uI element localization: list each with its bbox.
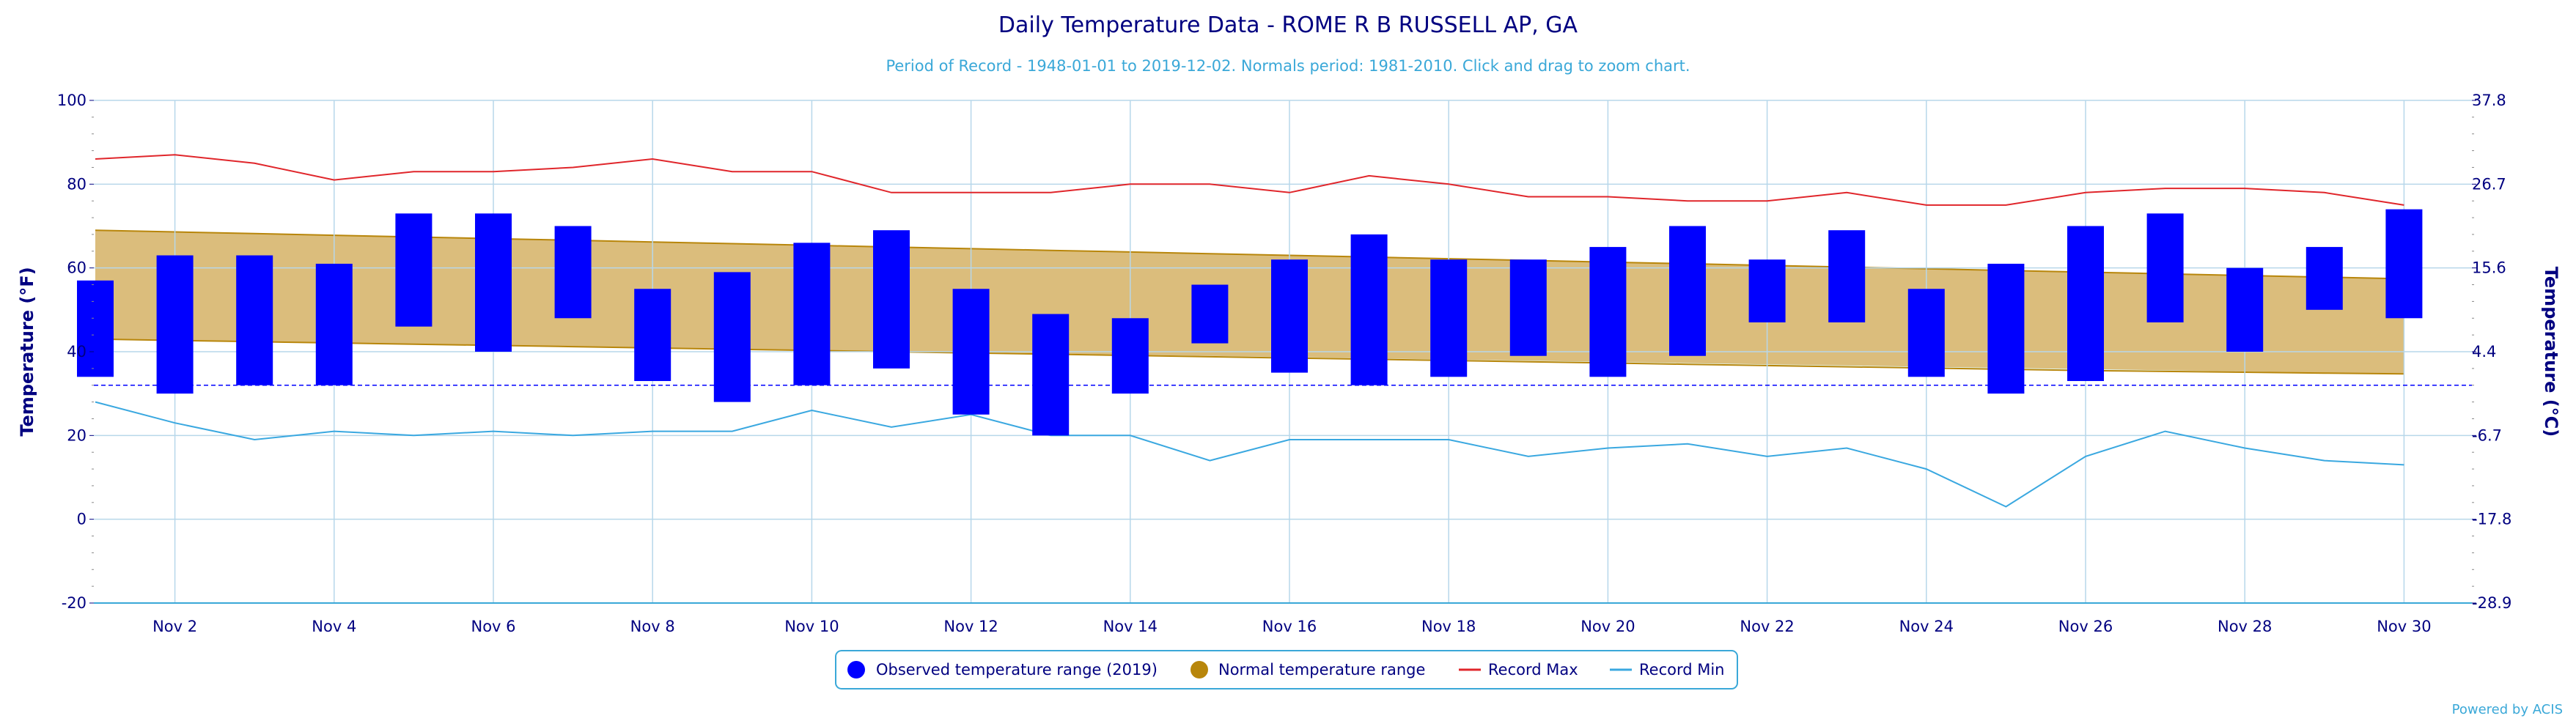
y-axis-title-left: Temperature (°F): [17, 267, 37, 436]
axes-layer: -20020406080100-28.9-17.8-6.74.415.626.7…: [57, 92, 2511, 635]
chart-subtitle: Period of Record - 1948-01-01 to 2019-12…: [886, 57, 1690, 75]
y-tick-label-left: -20: [62, 594, 87, 612]
legend-normal-marker: [1191, 661, 1208, 679]
observed-bar: [2226, 267, 2264, 352]
y-tick-label-left: 20: [67, 426, 87, 444]
y-tick-label-right: 26.7: [2472, 175, 2506, 193]
observed-bar: [873, 230, 910, 369]
observed-bar: [1271, 259, 1308, 373]
observed-bar: [1589, 247, 1627, 377]
y-tick-label-right: 15.6: [2472, 259, 2506, 277]
observed-bar: [1350, 234, 1388, 385]
x-tick-label: Nov 26: [2058, 618, 2113, 635]
x-tick-label: Nov 30: [2377, 618, 2431, 635]
bands-layer: [95, 229, 2404, 375]
x-tick-label: Nov 22: [1740, 618, 1794, 635]
y-tick-label-right: 37.8: [2472, 92, 2506, 109]
observed-bar: [475, 213, 512, 352]
observed-bar: [1032, 314, 1070, 436]
normal-range-band: [95, 230, 2404, 374]
x-tick-label: Nov 16: [1262, 618, 1317, 635]
observed-bar: [2146, 213, 2184, 322]
y-tick-label-left: 0: [77, 511, 87, 528]
observed-bar: [1111, 318, 1149, 394]
x-tick-label: Nov 6: [471, 618, 515, 635]
observed-bar: [2305, 247, 2343, 310]
y-tick-label-right: -28.9: [2472, 594, 2511, 612]
legend-normal-label: Normal temperature range: [1218, 661, 1425, 679]
observed-bar: [1987, 263, 2025, 394]
observed-bar: [713, 272, 751, 402]
observed-bar: [554, 226, 592, 319]
legend-record-max-label: Record Max: [1488, 661, 1578, 679]
x-tick-label: Nov 14: [1103, 618, 1158, 635]
x-tick-label: Nov 2: [152, 618, 197, 635]
legend-observed-marker: [847, 661, 865, 679]
y-tick-label-left: 40: [67, 343, 87, 360]
legend-box: [835, 650, 1738, 689]
observed-bar: [236, 255, 273, 385]
observed-bar: [1509, 259, 1547, 356]
observed-bar: [1907, 289, 1945, 377]
x-tick-label: Nov 18: [1421, 618, 1476, 635]
observed-bar: [2385, 209, 2423, 319]
legend-item-normal[interactable]: Normal temperature range: [1191, 661, 1425, 679]
y-tick-label-left: 60: [67, 259, 87, 277]
record-max-line: [95, 154, 2404, 206]
legend: Observed temperature range (2019) Normal…: [835, 650, 1738, 689]
observed-bar: [1191, 284, 1229, 344]
observed-bars-layer: [77, 209, 2423, 436]
observed-bar: [793, 243, 831, 385]
record-low-band: [95, 339, 2404, 374]
observed-bar: [395, 213, 433, 327]
y-axis-title-right: Temperature (°C): [2541, 267, 2561, 437]
credit-link[interactable]: Powered by ACIS: [2452, 702, 2563, 717]
legend-item-record-min[interactable]: Record Min: [1610, 661, 1725, 679]
observed-bar: [315, 263, 353, 385]
observed-bar: [1828, 230, 1866, 322]
observed-bar: [1748, 259, 1786, 322]
observed-bar: [1430, 259, 1468, 377]
observed-bar: [634, 289, 671, 382]
y-tick-label-right: -6.7: [2472, 426, 2502, 444]
y-tick-label-right: -17.8: [2472, 511, 2511, 528]
legend-item-observed[interactable]: Observed temperature range (2019): [847, 661, 1158, 679]
y-tick-label-left: 80: [67, 175, 87, 193]
x-tick-label: Nov 24: [1899, 618, 1954, 635]
legend-observed-label: Observed temperature range (2019): [876, 661, 1158, 679]
x-tick-label: Nov 4: [312, 618, 356, 635]
observed-bar: [2067, 226, 2104, 382]
record-min-line: [95, 401, 2404, 508]
observed-bar: [77, 280, 114, 377]
x-tick-label: Nov 12: [943, 618, 998, 635]
x-tick-label: Nov 20: [1580, 618, 1635, 635]
x-tick-label: Nov 10: [784, 618, 839, 635]
observed-bar: [1669, 226, 1706, 356]
x-tick-label: Nov 8: [630, 618, 675, 635]
observed-bar: [952, 289, 990, 415]
record-lines-layer: [94, 154, 2472, 508]
chart-title: Daily Temperature Data - ROME R B RUSSEL…: [998, 12, 1578, 38]
legend-record-min-label: Record Min: [1639, 661, 1725, 679]
legend-item-record-max[interactable]: Record Max: [1459, 661, 1578, 679]
observed-bar: [156, 255, 194, 394]
y-tick-label-left: 100: [57, 92, 87, 109]
x-tick-label: Nov 28: [2218, 618, 2272, 635]
